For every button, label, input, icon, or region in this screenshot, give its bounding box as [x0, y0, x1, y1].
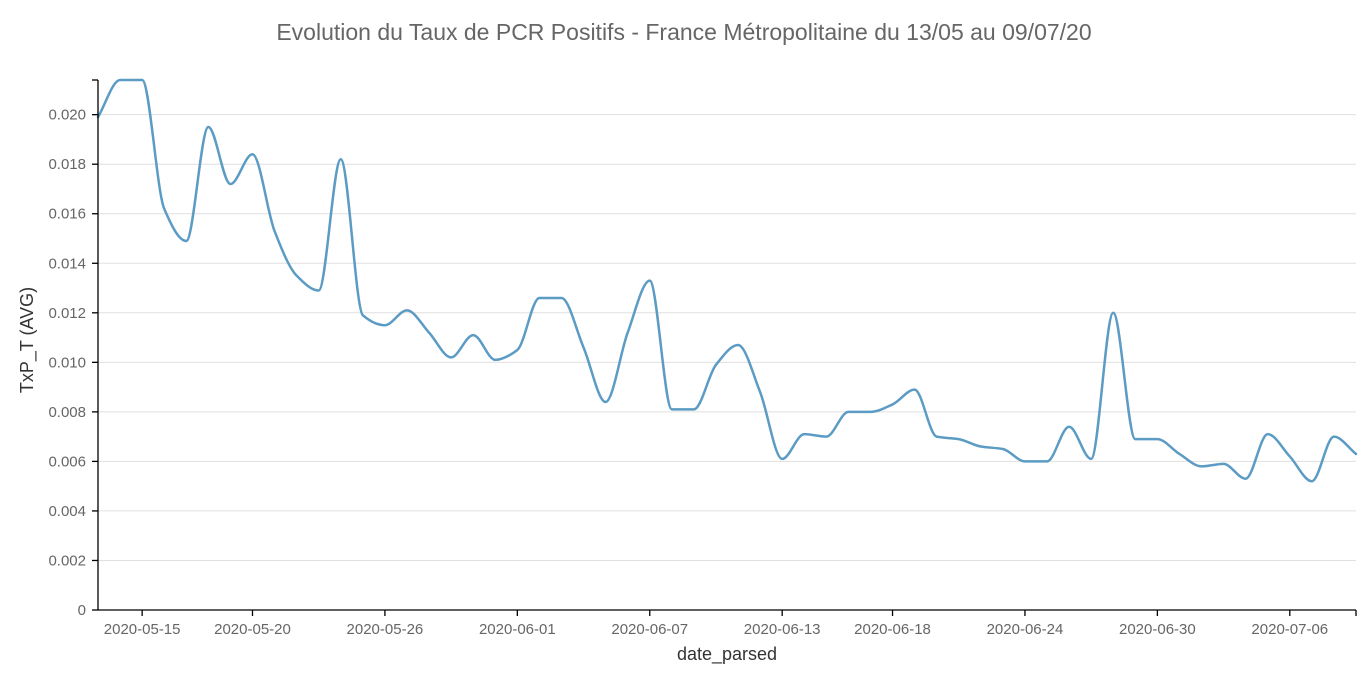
- x-tick-label: 2020-06-07: [611, 621, 688, 638]
- x-tick-label: 2020-06-18: [854, 621, 931, 638]
- y-tick-label: 0.008: [48, 404, 86, 421]
- y-tick-label: 0.002: [48, 552, 86, 569]
- x-tick-label: 2020-05-15: [104, 621, 181, 638]
- y-axis-label: TxP_T (AVG): [17, 287, 38, 393]
- x-tick-label: 2020-05-26: [347, 621, 424, 638]
- axes: [92, 79, 1357, 616]
- y-tick-label: 0.018: [48, 156, 86, 173]
- y-tick-label: 0: [78, 602, 86, 619]
- x-axis-ticks: 2020-05-15 2020-05-20 2020-05-26 2020-06-01…: [104, 610, 1328, 638]
- y-tick-label: 0.010: [48, 354, 86, 371]
- grid-lines: [98, 114, 1356, 561]
- y-tick-label: 0.020: [48, 107, 86, 124]
- y-tick-label: 0.016: [48, 206, 86, 223]
- series-line: [96, 78, 1358, 483]
- chart-title: Evolution du Taux de PCR Positifs - Fran…: [276, 19, 1091, 45]
- x-tick-label: 2020-07-06: [1251, 621, 1328, 638]
- series-layer: [96, 78, 1358, 483]
- x-axis-label: date_parsed: [677, 644, 777, 665]
- y-tick-label: 0.014: [48, 255, 86, 272]
- x-tick-label: 2020-05-20: [214, 621, 291, 638]
- x-tick-label: 2020-06-30: [1119, 621, 1196, 638]
- x-tick-label: 2020-06-01: [479, 621, 556, 638]
- y-tick-label: 0.004: [48, 503, 86, 520]
- x-tick-label: 2020-06-13: [744, 621, 821, 638]
- y-axis-ticks: 0 0.002 0.004 0.006 0.008 0.010 0.012 0.014 0.01…: [48, 107, 98, 619]
- y-tick-label: 0.012: [48, 305, 86, 322]
- x-tick-label: 2020-06-24: [987, 621, 1064, 638]
- y-tick-label: 0.006: [48, 453, 86, 470]
